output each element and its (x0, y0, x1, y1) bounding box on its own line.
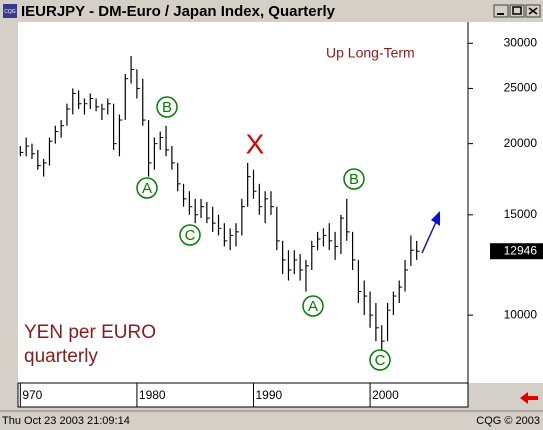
y-tick-label: 25000 (504, 81, 538, 95)
plot-area (18, 22, 468, 383)
x-tick-label: 1980 (139, 388, 166, 402)
app-icon-text: CQG (4, 9, 16, 15)
projection-arrow (421, 221, 437, 254)
wave-label: A (308, 298, 318, 315)
status-bar (0, 410, 543, 430)
y-tick-label: 15000 (504, 207, 538, 221)
projection-arrowhead (431, 211, 440, 226)
status-copyright: CQG © 2003 (476, 415, 540, 427)
scroll-arrow[interactable] (520, 392, 538, 404)
last-value-box (490, 243, 543, 260)
wave-label: B (162, 99, 172, 116)
trend-note: Up Long-Term (326, 45, 415, 61)
wave-circle (136, 177, 158, 199)
title-bar (0, 0, 543, 22)
units-note: YEN per EURO (24, 322, 156, 343)
wave-circle (369, 349, 391, 371)
close-icon (528, 7, 538, 15)
wave-circle (302, 295, 324, 317)
window-buttons[interactable] (493, 4, 541, 18)
wave-label: C (375, 352, 386, 369)
wave-circle (156, 96, 178, 118)
wave-label: C (185, 227, 196, 244)
y-tick-label: 20000 (504, 136, 538, 150)
y-tick-label: 10000 (504, 307, 538, 321)
x-tick-label: 970 (22, 388, 42, 402)
time-axis (17, 382, 469, 408)
price-axis (468, 22, 543, 383)
wave-label: B (349, 171, 359, 188)
x-tick-label: 2000 (372, 388, 399, 402)
wave-circle (343, 168, 365, 190)
wave-label: X (246, 128, 265, 159)
y-tick-label: 30000 (504, 35, 538, 49)
minimize-button[interactable] (493, 4, 509, 18)
maximize-icon (512, 6, 522, 15)
wave-circle (179, 224, 201, 246)
window-title: IEURJPY - DM-Euro / Japan Index, Quarter… (21, 3, 336, 20)
wave-label: A (142, 180, 152, 197)
x-tick-label: 1990 (255, 388, 282, 402)
period-note: quarterly (24, 346, 98, 367)
status-datetime: Thu Oct 23 2003 21:09:14 (2, 415, 130, 427)
app-icon (3, 4, 17, 18)
last-value: 12946 (504, 243, 538, 257)
